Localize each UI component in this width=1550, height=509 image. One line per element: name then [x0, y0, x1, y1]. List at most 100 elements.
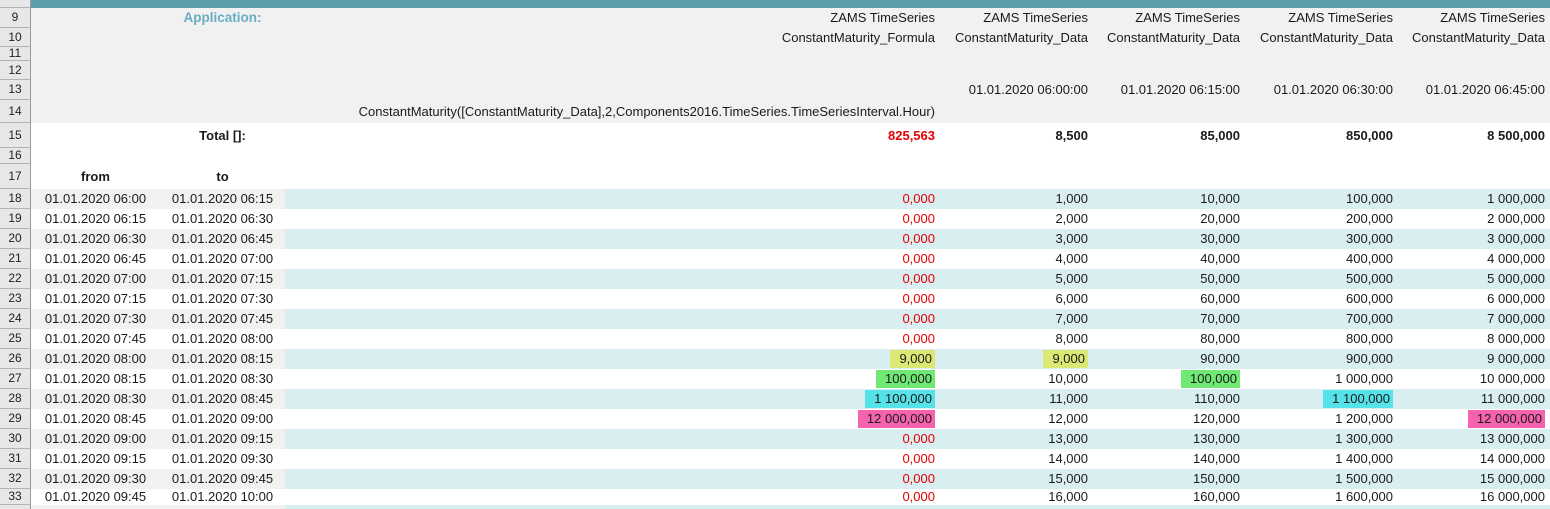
value-cell[interactable]: 12,000 [940, 409, 1093, 429]
value-cell[interactable]: 100,000 [285, 369, 940, 389]
total-value-cell[interactable]: 8 500,000 [1487, 128, 1545, 143]
value-cell[interactable]: 16 000,000 [1398, 489, 1550, 505]
row-number-header[interactable]: 23 [0, 289, 30, 309]
row-number-header[interactable]: 31 [0, 449, 30, 469]
column-app-header[interactable]: ZAMS TimeSeries [1245, 8, 1398, 28]
value-cell[interactable]: 1 400,000 [1245, 449, 1398, 469]
to-cell[interactable]: 01.01.2020 09:45 [160, 469, 285, 489]
value-cell[interactable]: 160,000 [1093, 489, 1245, 505]
value-cell[interactable]: 12 000,000 [285, 409, 940, 429]
value-cell[interactable]: 13 000,000 [1398, 429, 1550, 449]
row-number-header[interactable]: 21 [0, 249, 30, 269]
from-cell[interactable]: 01.01.2020 07:15 [31, 289, 160, 309]
value-cell[interactable]: 30,000 [1093, 229, 1245, 249]
value-cell[interactable]: 90,000 [1093, 349, 1245, 369]
value-cell[interactable]: 1 500,000 [1245, 469, 1398, 489]
to-cell[interactable]: 01.01.2020 07:45 [160, 309, 285, 329]
value-cell[interactable]: 120,000 [1093, 409, 1245, 429]
column-timestamp-header[interactable]: 01.01.2020 06:00:00 [940, 80, 1093, 100]
row-number-header[interactable]: 19 [0, 209, 30, 229]
from-cell[interactable]: 01.01.2020 06:00 [31, 189, 160, 209]
row-number-header[interactable]: 33 [0, 489, 30, 505]
value-cell[interactable]: 10,000 [1093, 189, 1245, 209]
from-cell[interactable]: 01.01.2020 08:00 [31, 349, 160, 369]
row-number-header[interactable]: 18 [0, 189, 30, 209]
total-value-cell[interactable]: 8,500 [1055, 128, 1088, 143]
total-value-cell[interactable]: 825,563 [888, 128, 935, 143]
value-cell[interactable]: 110,000 [1093, 389, 1245, 409]
row-number-header[interactable]: 25 [0, 329, 30, 349]
value-cell[interactable]: 0,000 [285, 289, 940, 309]
value-cell[interactable]: 1 100,000 [1245, 389, 1398, 409]
value-cell[interactable]: 5,000 [940, 269, 1093, 289]
value-cell[interactable]: 100,000 [1093, 369, 1245, 389]
value-cell[interactable]: 0,000 [285, 309, 940, 329]
value-cell[interactable]: 0,000 [285, 249, 940, 269]
column-series-header[interactable]: ConstantMaturity_Data [1245, 28, 1398, 47]
column-series-header[interactable]: ConstantMaturity_Data [1398, 28, 1550, 47]
value-cell[interactable]: 9 000,000 [1398, 349, 1550, 369]
column-app-header[interactable]: ZAMS TimeSeries [1093, 8, 1245, 28]
to-cell[interactable]: 01.01.2020 07:00 [160, 249, 285, 269]
value-cell[interactable]: 0,000 [285, 469, 940, 489]
to-cell[interactable]: 01.01.2020 08:15 [160, 349, 285, 369]
row-number-header[interactable]: 17 [0, 164, 30, 189]
from-cell[interactable]: 01.01.2020 06:30 [31, 229, 160, 249]
value-cell[interactable]: 9,000 [940, 349, 1093, 369]
value-cell[interactable]: 0,000 [285, 449, 940, 469]
value-cell[interactable]: 7 000,000 [1398, 309, 1550, 329]
value-cell[interactable]: 80,000 [1093, 329, 1245, 349]
to-cell[interactable]: 01.01.2020 07:15 [160, 269, 285, 289]
to-cell[interactable]: 01.01.2020 08:00 [160, 329, 285, 349]
value-cell[interactable]: 6,000 [940, 289, 1093, 309]
value-cell[interactable]: 0,000 [285, 489, 940, 505]
value-cell[interactable]: 3,000 [940, 229, 1093, 249]
value-cell[interactable]: 70,000 [1093, 309, 1245, 329]
value-cell[interactable]: 300,000 [1245, 229, 1398, 249]
column-timestamp-header[interactable]: 01.01.2020 06:15:00 [1093, 80, 1245, 100]
value-cell[interactable]: 100,000 [1245, 189, 1398, 209]
row-number-header[interactable]: 24 [0, 309, 30, 329]
value-cell[interactable]: 5 000,000 [1398, 269, 1550, 289]
value-cell[interactable]: 500,000 [1245, 269, 1398, 289]
from-cell[interactable]: 01.01.2020 07:45 [31, 329, 160, 349]
row-number-header[interactable]: 16 [0, 148, 30, 164]
value-cell[interactable]: 50,000 [1093, 269, 1245, 289]
value-cell[interactable]: 700,000 [1245, 309, 1398, 329]
value-cell[interactable]: 10,000 [940, 369, 1093, 389]
column-app-header[interactable]: ZAMS TimeSeries [285, 8, 940, 28]
value-cell[interactable]: 60,000 [1093, 289, 1245, 309]
value-cell[interactable]: 6 000,000 [1398, 289, 1550, 309]
column-timestamp-header[interactable]: 01.01.2020 06:30:00 [1245, 80, 1398, 100]
value-cell[interactable]: 40,000 [1093, 249, 1245, 269]
value-cell[interactable]: 1 200,000 [1245, 409, 1398, 429]
row-number-header[interactable]: 10 [0, 28, 30, 47]
value-cell[interactable]: 10 000,000 [1398, 369, 1550, 389]
value-cell[interactable]: 0,000 [285, 209, 940, 229]
total-value-cell[interactable]: 850,000 [1346, 128, 1393, 143]
row-number-header[interactable]: 14 [0, 100, 30, 123]
from-cell[interactable]: 01.01.2020 09:15 [31, 449, 160, 469]
value-cell[interactable]: 2,000 [940, 209, 1093, 229]
value-cell[interactable]: 1 600,000 [1245, 489, 1398, 505]
from-cell[interactable]: 01.01.2020 07:30 [31, 309, 160, 329]
value-cell[interactable]: 16,000 [940, 489, 1093, 505]
total-value-cell[interactable]: 85,000 [1200, 128, 1240, 143]
value-cell[interactable]: 600,000 [1245, 289, 1398, 309]
to-cell[interactable]: 01.01.2020 06:30 [160, 209, 285, 229]
value-cell[interactable]: 800,000 [1245, 329, 1398, 349]
value-cell[interactable]: 2 000,000 [1398, 209, 1550, 229]
to-cell[interactable]: 01.01.2020 06:45 [160, 229, 285, 249]
row-number-header[interactable]: 29 [0, 409, 30, 429]
column-timestamp-header[interactable]: 01.01.2020 06:45:00 [1398, 80, 1550, 100]
value-cell[interactable]: 14,000 [940, 449, 1093, 469]
column-series-header[interactable]: ConstantMaturity_Data [940, 28, 1093, 47]
value-cell[interactable]: 0,000 [285, 329, 940, 349]
to-cell[interactable]: 01.01.2020 08:30 [160, 369, 285, 389]
value-cell[interactable]: 20,000 [1093, 209, 1245, 229]
value-cell[interactable]: 900,000 [1245, 349, 1398, 369]
from-cell[interactable]: 01.01.2020 06:15 [31, 209, 160, 229]
to-cell[interactable]: 01.01.2020 08:45 [160, 389, 285, 409]
to-cell[interactable]: 01.01.2020 09:00 [160, 409, 285, 429]
value-cell[interactable]: 0,000 [285, 189, 940, 209]
